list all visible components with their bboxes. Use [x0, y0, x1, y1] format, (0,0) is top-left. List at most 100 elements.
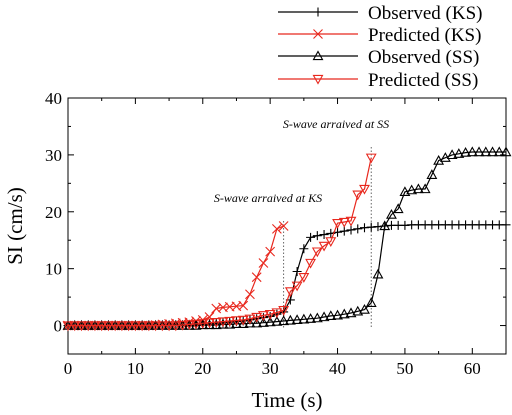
data-point: [204, 319, 215, 330]
data-point: [318, 311, 330, 322]
series-observed-ks: [63, 220, 511, 331]
data-point: [501, 220, 511, 230]
data-point: [446, 149, 458, 160]
legend-marker: [313, 29, 323, 39]
data-point: [352, 305, 364, 316]
data-point: [272, 223, 282, 234]
data-point: [345, 216, 357, 227]
data-point: [312, 231, 322, 241]
data-point: [62, 321, 74, 332]
data-point: [366, 222, 376, 232]
plot-area: 0 10 20 30 40 50 60 0 10 20 30 40 S-wave arraived …: [45, 89, 512, 378]
legend-entry: Observed (SS): [278, 47, 479, 68]
plot-frame: [67, 97, 507, 355]
series-line: [68, 157, 372, 327]
data-point: [264, 316, 276, 327]
data-point: [291, 281, 303, 292]
data-point: [258, 258, 269, 268]
annotation-label: S-wave arraived at KS: [214, 191, 322, 205]
y-tick-label: 10: [45, 260, 62, 279]
data-point: [190, 319, 202, 330]
data-point: [365, 153, 377, 164]
data-point: [298, 313, 310, 324]
data-point: [365, 297, 377, 307]
data-point: [231, 318, 242, 328]
data-point: [338, 308, 350, 319]
data-point: [156, 321, 168, 332]
data-point: [400, 220, 410, 230]
data-point: [345, 307, 357, 318]
data-point: [76, 321, 87, 332]
data-point: [311, 247, 323, 258]
y-axis: 0 10 20 30 40: [45, 89, 506, 355]
legend-marker: [312, 74, 324, 85]
data-point: [291, 314, 303, 325]
data-point: [426, 169, 438, 179]
data-point: [332, 219, 343, 229]
data-point: [237, 315, 249, 326]
x-tick-label: 50: [396, 359, 413, 378]
data-point: [292, 267, 302, 277]
data-point: [306, 232, 316, 242]
series-line: [68, 224, 506, 327]
data-point: [419, 183, 431, 194]
data-point: [69, 321, 81, 332]
x-tick-label: 20: [194, 359, 211, 378]
data-point: [466, 146, 478, 157]
data-point: [406, 184, 418, 195]
data-point: [224, 318, 236, 329]
data-point: [473, 146, 485, 157]
legend-entry: Predicted (SS): [278, 70, 478, 91]
data-point: [318, 241, 330, 252]
data-point: [278, 306, 290, 316]
data-point: [244, 314, 256, 325]
data-point: [298, 273, 310, 283]
data-point: [325, 310, 337, 321]
data-point: [299, 244, 309, 254]
data-point: [244, 317, 256, 328]
data-point: [237, 318, 249, 328]
data-point: [265, 246, 276, 257]
data-point: [359, 223, 369, 233]
y-tick-label: 20: [45, 203, 62, 222]
data-point: [204, 318, 215, 329]
x-tick-label: 10: [127, 359, 144, 378]
data-point: [359, 184, 370, 195]
data-point: [251, 272, 262, 283]
legend-label: Predicted (KS): [368, 25, 481, 46]
data-point: [399, 186, 411, 197]
legend-marker: [313, 7, 323, 17]
data-point: [278, 221, 289, 231]
data-point: [251, 317, 263, 328]
data-point: [284, 287, 296, 298]
data-point: [271, 308, 283, 319]
data-point: [170, 321, 182, 332]
data-point: [89, 321, 101, 332]
data-point: [392, 203, 404, 214]
x-axis: 0 10 20 30 40 50 60: [64, 98, 481, 378]
data-point: [305, 313, 317, 323]
data-point: [197, 319, 209, 329]
annotation-label: S-wave arraived at SS: [283, 117, 389, 131]
data-point: [183, 320, 195, 331]
legend-label: Predicted (SS): [368, 70, 478, 91]
data-point: [480, 146, 492, 157]
data-point: [372, 268, 384, 279]
data-point: [325, 237, 337, 247]
x-tick-label: 30: [262, 359, 279, 378]
data-point: [102, 321, 114, 332]
data-point: [338, 217, 350, 228]
data-point: [251, 312, 263, 323]
data-point: [352, 190, 364, 201]
data-point: [353, 224, 363, 234]
annotation-labels: S-wave arraived at KS S-wave arraived at …: [214, 117, 389, 205]
data-point: [493, 146, 505, 157]
y-tick-label: 30: [45, 146, 62, 165]
legend-label: Observed (KS): [368, 3, 483, 24]
data-point: [439, 152, 451, 162]
data-point: [359, 303, 370, 314]
legend-entry: Predicted (KS): [278, 25, 481, 46]
data-point: [96, 321, 108, 332]
data-point: [433, 154, 445, 165]
y-tick-label: 0: [54, 317, 63, 336]
